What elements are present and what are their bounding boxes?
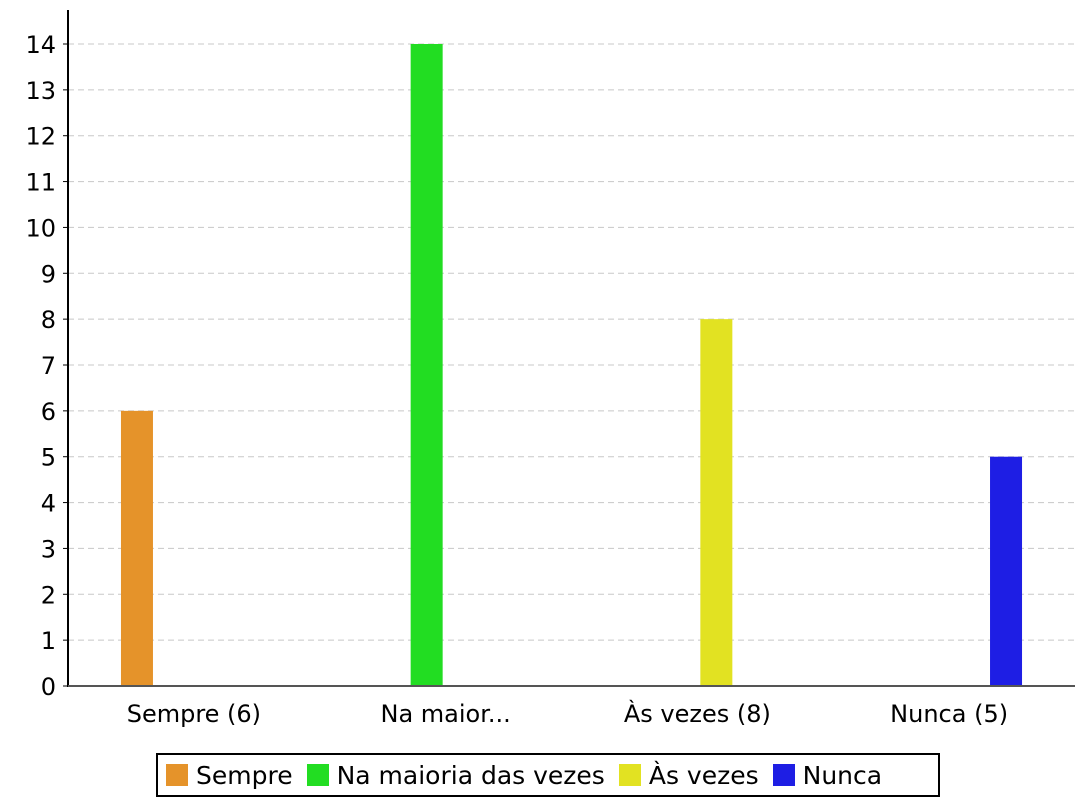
y-tick-label: 9 [41, 260, 56, 288]
y-tick-label: 14 [25, 31, 56, 59]
legend-label: Na maioria das vezes [337, 761, 605, 790]
y-tick-label: 11 [25, 169, 56, 197]
legend-label: Nunca [803, 761, 882, 790]
legend-swatch [166, 764, 188, 786]
y-tick-label: 4 [41, 490, 56, 518]
legend-item: Às vezes [619, 761, 759, 790]
bar-sempre [121, 411, 153, 686]
bar-às-vezes [700, 319, 732, 686]
legend-swatch [307, 764, 329, 786]
y-tick-label: 8 [41, 306, 56, 334]
legend: Sempre Na maioria das vezes Às vezes Nunca [156, 753, 940, 797]
bar-nunca [990, 457, 1022, 686]
bar-na-maioria-das-vezes [411, 44, 443, 686]
legend-item: Sempre [166, 761, 293, 790]
y-tick-label: 5 [41, 444, 56, 472]
x-tick-label: Na maior... [380, 700, 510, 728]
legend-item: Na maioria das vezes [307, 761, 605, 790]
x-axis-ticks: Sempre (6) Na maior... Às vezes (8) Nunca (… [127, 699, 1008, 728]
y-tick-label: 7 [41, 352, 56, 380]
y-tick-label: 13 [25, 77, 56, 105]
gridlines [68, 44, 1075, 640]
legend-swatch [619, 764, 641, 786]
legend-label: Às vezes [649, 761, 759, 790]
y-tick-label: 12 [25, 123, 56, 151]
y-tick-label: 0 [41, 673, 56, 701]
legend-swatch [773, 764, 795, 786]
legend-label: Sempre [196, 761, 293, 790]
y-tick-label: 2 [41, 581, 56, 609]
x-tick-label: Sempre (6) [127, 700, 261, 728]
x-tick-label: Nunca (5) [890, 700, 1008, 728]
legend-item: Nunca [773, 761, 882, 790]
x-tick-label: Às vezes (8) [624, 699, 771, 728]
y-tick-label: 1 [41, 627, 56, 655]
y-tick-label: 3 [41, 535, 56, 563]
y-tick-label: 6 [41, 398, 56, 426]
y-tick-label: 10 [25, 214, 56, 242]
